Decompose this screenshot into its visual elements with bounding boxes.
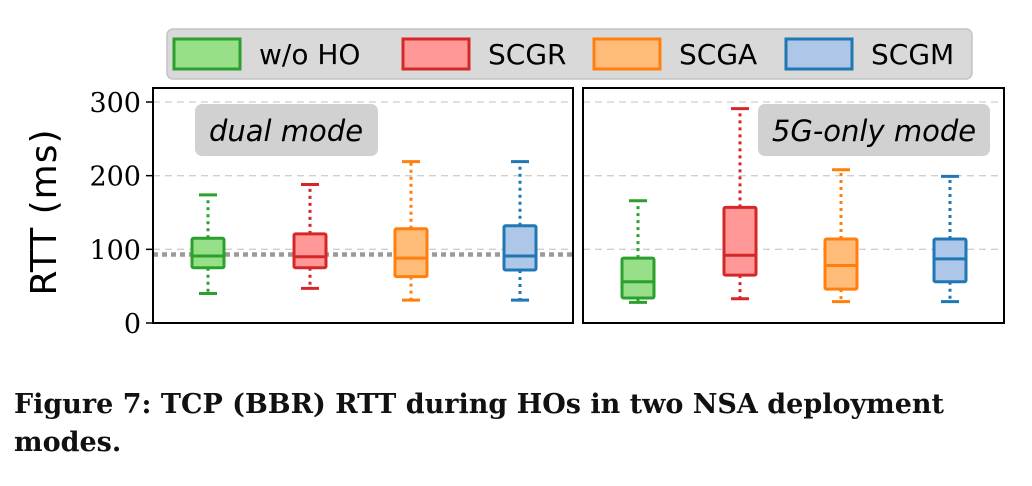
box-scgm: [502, 160, 538, 302]
box-iqr: [292, 232, 328, 270]
legend-label: SCGA: [679, 38, 757, 71]
box-scgr: [292, 183, 328, 290]
mode-label: dual mode: [209, 114, 363, 148]
box-iqr: [190, 236, 226, 270]
legend-swatch: [172, 37, 242, 71]
box-iqr: [620, 256, 656, 300]
panel-5g-only-mode: 5G-only mode: [582, 87, 1005, 324]
box-iqr: [722, 205, 758, 277]
legend-swatch: [592, 37, 662, 71]
mode-label-background: [195, 104, 378, 156]
legend-label: w/o HO: [259, 38, 360, 71]
y-axis-ticks: 0 100 200 300: [89, 88, 153, 340]
legend-frame: [166, 28, 973, 80]
panel-frame: [582, 87, 1005, 324]
box-scga: [393, 160, 429, 302]
legend: w/o HO SCGR SCGA SCGM: [166, 28, 973, 80]
legend-entry-scga: SCGA: [592, 37, 757, 71]
mode-label: 5G-only mode: [772, 114, 976, 148]
box-w-o-ho: [620, 199, 656, 304]
box-scgr: [722, 107, 758, 301]
box-scgm: [932, 174, 968, 304]
box-w-o-ho: [190, 193, 226, 296]
figure-caption: Figure 7: TCP (BBR) RTT during HOs in tw…: [14, 389, 944, 458]
legend-entry-scgm: SCGM: [784, 37, 954, 71]
legend-entry-w-o-ho: w/o HO: [172, 37, 360, 71]
legend-label: SCGM: [871, 38, 954, 71]
y-tick-label: 100: [89, 235, 141, 266]
y-tick-label: 300: [89, 88, 141, 119]
box-iqr: [502, 224, 538, 272]
legend-label: SCGR: [488, 38, 566, 71]
y-tick-label: 0: [124, 309, 141, 340]
panels: dual mode 5G-only mode: [152, 87, 1005, 324]
legend-swatch: [401, 37, 471, 71]
panel-frame: [152, 87, 574, 324]
y-tick-label: 200: [89, 162, 141, 193]
panel-dual-mode: dual mode: [152, 87, 574, 324]
legend-entry-scgr: SCGR: [401, 37, 566, 71]
legend-swatch: [784, 37, 854, 71]
mode-label-background: [758, 104, 990, 156]
box-iqr: [393, 227, 429, 279]
box-scga: [823, 168, 859, 304]
y-axis-label: RTT (ms): [24, 128, 65, 295]
